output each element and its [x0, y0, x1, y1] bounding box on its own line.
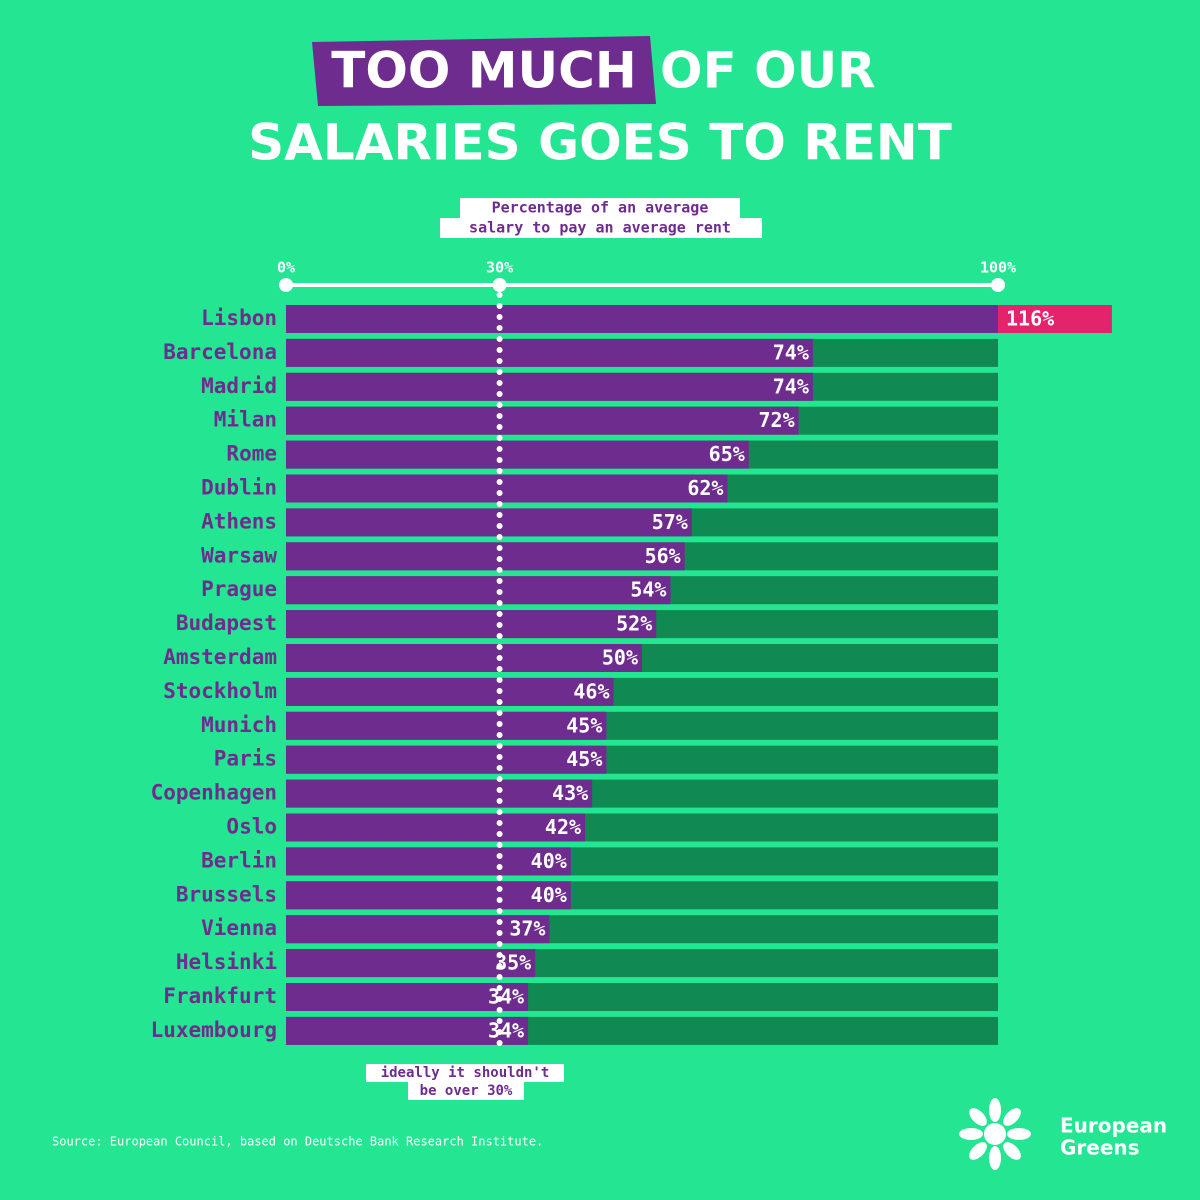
bar: [286, 677, 614, 706]
value-label: 45%: [566, 713, 602, 737]
value-label: 54%: [630, 578, 666, 602]
bar: [286, 745, 607, 774]
category-label: Luxembourg: [151, 1018, 277, 1042]
value-label: 40%: [531, 849, 567, 873]
bar: [286, 406, 799, 435]
bar: [286, 915, 550, 944]
category-label: Brussels: [176, 882, 277, 906]
x-tick-label: 100%: [980, 259, 1016, 277]
annotation-box: [408, 1082, 524, 1100]
category-label: Budapest: [176, 611, 277, 635]
value-label: 37%: [509, 917, 545, 941]
category-label: Munich: [201, 713, 277, 737]
value-label: 74%: [773, 374, 809, 398]
category-label: Madrid: [201, 374, 277, 398]
bar: [286, 305, 998, 333]
bar: [286, 813, 586, 842]
category-label: Barcelona: [163, 340, 277, 364]
value-label: 45%: [566, 747, 602, 771]
category-label: Helsinki: [176, 950, 277, 974]
category-label: Dublin: [201, 476, 277, 500]
tick-mark: [279, 278, 293, 292]
chart-title: SALARIES GOES TO RENT: [248, 114, 952, 172]
value-label: 62%: [687, 476, 723, 500]
value-label: 42%: [545, 815, 581, 839]
bar: [286, 881, 571, 910]
category-label: Frankfurt: [163, 984, 277, 1008]
bar: [286, 1016, 529, 1045]
source: Source: European Council, based on Deuts…: [52, 1135, 543, 1149]
subtitle-box: [460, 198, 740, 218]
bar: [286, 610, 657, 639]
value-label: 46%: [573, 679, 609, 703]
category-label: Warsaw: [201, 543, 277, 567]
tick-mark: [492, 278, 507, 292]
bar: [286, 847, 571, 876]
value-label: 74%: [773, 340, 809, 364]
value-label: 65%: [709, 442, 745, 466]
x-tick-label: 0%: [277, 259, 295, 277]
bar: [286, 474, 728, 503]
tick-mark: [991, 278, 1005, 292]
subtitle: salary to pay an average rent: [469, 219, 731, 237]
annotation: ideally it shouldn't: [381, 1065, 550, 1081]
bar: [286, 644, 642, 672]
value-label: 52%: [616, 612, 652, 636]
bar: [286, 338, 813, 367]
bar: [286, 779, 593, 808]
annotation: be over 30%: [420, 1083, 513, 1099]
value-label: 34%: [488, 985, 524, 1009]
category-label: Stockholm: [163, 679, 277, 703]
bar: [286, 542, 685, 571]
value-label: 72%: [759, 408, 795, 432]
category-label: Paris: [214, 747, 277, 771]
subtitle-box: [440, 218, 762, 238]
category-label: Oslo: [226, 815, 277, 839]
value-label: 40%: [531, 883, 567, 907]
logo-text: Greens: [1060, 1136, 1140, 1160]
category-label: Lisbon: [201, 306, 277, 330]
value-label: 116%: [1006, 307, 1054, 331]
bar-overflow: [998, 305, 1112, 333]
value-label: 43%: [552, 781, 588, 805]
category-label: Berlin: [201, 848, 277, 872]
category-label: Amsterdam: [163, 645, 277, 669]
annotation-box: [366, 1064, 564, 1082]
x-tick-label: 30%: [486, 259, 513, 277]
logo-text: European: [1060, 1114, 1167, 1138]
category-label: Athens: [201, 509, 277, 533]
bar: [286, 440, 749, 469]
value-label: 57%: [652, 510, 688, 534]
bar: [286, 372, 813, 401]
title-highlight: [312, 36, 656, 106]
bar: [286, 983, 529, 1011]
bar: [286, 508, 692, 537]
bar: [286, 949, 536, 978]
category-label: Vienna: [201, 916, 277, 940]
category-label: Rome: [226, 442, 277, 466]
bar: [286, 711, 607, 740]
chart-title: OF OUR: [660, 42, 876, 100]
logo-flower: [959, 1098, 1031, 1170]
value-label: 34%: [488, 1018, 524, 1042]
value-label: 50%: [602, 646, 638, 670]
category-label: Prague: [201, 577, 277, 601]
subtitle: Percentage of an average: [492, 199, 709, 217]
value-label: 56%: [645, 544, 681, 568]
bar: [286, 576, 671, 605]
category-label: Copenhagen: [151, 781, 277, 805]
category-label: Milan: [214, 408, 277, 432]
chart-title: TOO MUCH: [331, 42, 636, 100]
